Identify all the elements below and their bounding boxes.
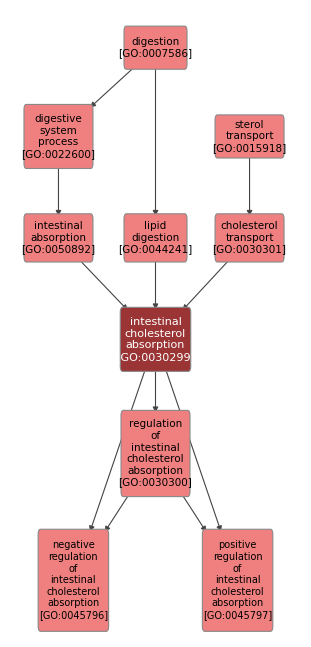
FancyBboxPatch shape	[124, 26, 187, 69]
FancyBboxPatch shape	[215, 214, 284, 262]
Text: cholesterol
transport
[GO:0030301]: cholesterol transport [GO:0030301]	[212, 221, 286, 254]
Text: positive
regulation
of
intestinal
cholesterol
absorption
[GO:0045797]: positive regulation of intestinal choles…	[203, 540, 272, 620]
Text: lipid
digestion
[GO:0044241]: lipid digestion [GO:0044241]	[118, 221, 193, 254]
Text: digestive
system
process
[GO:0022600]: digestive system process [GO:0022600]	[21, 114, 95, 159]
FancyBboxPatch shape	[215, 115, 284, 158]
Text: intestinal
cholesterol
absorption
[GO:0030299]: intestinal cholesterol absorption [GO:00…	[116, 317, 195, 362]
FancyBboxPatch shape	[24, 104, 93, 168]
Text: intestinal
absorption
[GO:0050892]: intestinal absorption [GO:0050892]	[21, 221, 95, 254]
FancyBboxPatch shape	[24, 214, 93, 262]
Text: digestion
[GO:0007586]: digestion [GO:0007586]	[118, 37, 193, 58]
FancyBboxPatch shape	[120, 307, 191, 371]
FancyBboxPatch shape	[202, 529, 273, 631]
FancyBboxPatch shape	[38, 529, 109, 631]
FancyBboxPatch shape	[124, 214, 187, 262]
Text: negative
regulation
of
intestinal
cholesterol
absorption
[GO:0045796]: negative regulation of intestinal choles…	[39, 540, 108, 620]
Text: regulation
of
intestinal
cholesterol
absorption
[GO:0030300]: regulation of intestinal cholesterol abs…	[118, 419, 193, 487]
FancyBboxPatch shape	[121, 410, 190, 497]
Text: sterol
transport
[GO:0015918]: sterol transport [GO:0015918]	[212, 120, 287, 153]
